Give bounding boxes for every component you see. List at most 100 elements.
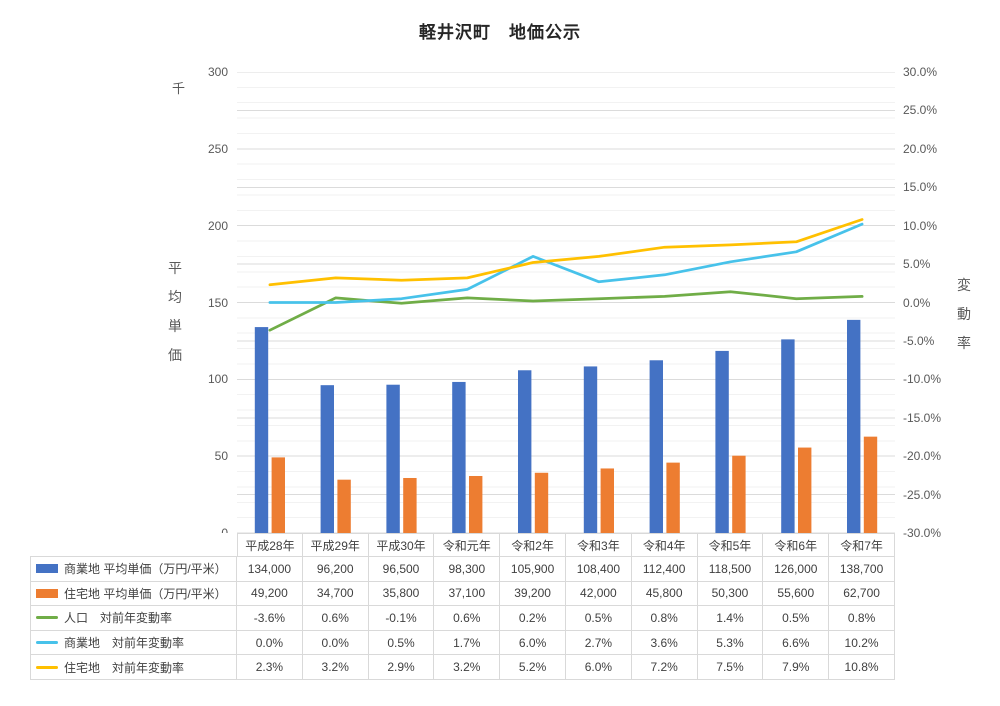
table-year-header: 令和4年 xyxy=(631,533,698,557)
table-series-label: 住宅地 対前年変動率 xyxy=(30,655,237,680)
right-axis-tick: -25.0% xyxy=(903,487,942,502)
table-value-cell: 0.2% xyxy=(500,606,566,631)
table-year-header: 平成28年 xyxy=(237,533,303,557)
legend-swatch-residential_price xyxy=(36,588,58,598)
bar-residential_price xyxy=(271,457,285,533)
table-series-label: 商業地 平均単価（万円/平米） xyxy=(30,557,237,582)
bar-residential_price xyxy=(534,472,549,533)
bar-commercial_price xyxy=(518,370,532,533)
bar-residential_price xyxy=(863,436,878,533)
chart-title: 軽井沢町 地価公示 xyxy=(419,23,581,42)
right-axis-tick: 15.0% xyxy=(903,180,938,195)
legend-swatch-residential_change xyxy=(36,665,58,669)
series-name: 住宅地 平均単価（万円/平米） xyxy=(64,586,227,601)
table-value-cell: 50,300 xyxy=(697,581,764,607)
series-name: 商業地 平均単価（万円/平米） xyxy=(64,562,227,577)
series-name: 商業地 対前年変動率 xyxy=(64,636,185,651)
table-value-cell: 138,700 xyxy=(829,557,895,582)
bar-residential_price xyxy=(600,468,614,533)
table-value-cell: 6.0% xyxy=(565,655,632,680)
table-value-cell: 5.2% xyxy=(500,655,566,680)
bar-commercial_price xyxy=(583,366,598,533)
right-axis-title: 変動率 xyxy=(957,277,971,351)
table-value-cell: 1.4% xyxy=(697,606,764,631)
legend-swatch-commercial_price xyxy=(36,564,58,574)
table-value-cell: 96,200 xyxy=(302,557,369,582)
right-axis-tick: 20.0% xyxy=(903,141,938,156)
right-axis-tick: -5.0% xyxy=(903,333,935,348)
bar-residential_price xyxy=(469,475,483,533)
left-axis-tick: 250 xyxy=(207,141,228,156)
bar-residential_price xyxy=(403,477,417,533)
table-value-cell: 112,400 xyxy=(631,557,698,582)
table-value-cell: 105,900 xyxy=(500,557,566,582)
table-value-cell: 6.6% xyxy=(763,630,830,656)
table-value-cell: 42,000 xyxy=(565,581,632,607)
series-name: 住宅地 対前年変動率 xyxy=(64,660,185,675)
bar-commercial_price xyxy=(320,385,334,533)
bar-residential_price xyxy=(732,455,746,533)
table-value-cell: 0.0% xyxy=(237,630,303,656)
table-value-cell: 6.0% xyxy=(500,630,566,656)
legend-swatch-population_change xyxy=(36,616,58,620)
line-population_change xyxy=(268,290,864,332)
plot-svg xyxy=(237,72,895,533)
right-axis-tick: 10.0% xyxy=(903,218,938,233)
right-axis-tick: -15.0% xyxy=(903,410,942,425)
table-value-cell: 5.3% xyxy=(697,630,764,656)
table-value-cell: -0.1% xyxy=(368,606,435,631)
table-value-cell: 0.5% xyxy=(763,606,830,631)
data-table-with-legend: 平成28年 平成29年 平成30年 令和元年 令和2年 令和3年 令和4年 令和5年 令和6年令… xyxy=(30,533,895,680)
bar-commercial_price xyxy=(649,360,663,533)
right-axis-tick: 25.0% xyxy=(903,103,938,118)
bar-residential_price xyxy=(666,462,680,533)
right-axis-tick: 30.0% xyxy=(903,65,938,79)
table-value-cell: 62,700 xyxy=(829,581,895,607)
right-axis-tick: -20.0% xyxy=(903,449,942,464)
table-value-cell: 0.8% xyxy=(829,606,895,631)
left-axis-tick: 300 xyxy=(207,65,228,79)
table-value-cell: 118,500 xyxy=(697,557,764,582)
table-series-label: 商業地 対前年変動率 xyxy=(30,630,237,656)
right-axis-tick: -10.0% xyxy=(903,372,942,387)
bar-commercial_price xyxy=(386,384,400,533)
table-year-header: 令和7年 xyxy=(829,533,895,557)
table-value-cell: 0.6% xyxy=(434,606,501,631)
bar-residential_price xyxy=(337,479,351,533)
table-series-label: 住宅地 平均単価（万円/平米） xyxy=(30,581,237,607)
left-axis-unit-label: 千 xyxy=(172,81,186,96)
right-axis-tick: 5.0% xyxy=(903,257,931,272)
bar-commercial_price xyxy=(715,350,729,533)
table-value-cell: 98,300 xyxy=(434,557,501,582)
right-axis-tick: 0.0% xyxy=(903,295,931,310)
table-value-cell: 35,800 xyxy=(368,581,435,607)
plot-area xyxy=(237,72,895,533)
table-value-cell: 1.7% xyxy=(434,630,501,656)
line-commercial_change xyxy=(268,222,864,304)
table-corner-cell xyxy=(30,533,237,557)
table-value-cell: 10.8% xyxy=(829,655,895,680)
table-value-cell: 3.6% xyxy=(631,630,698,656)
table-value-cell: 2.7% xyxy=(565,630,632,656)
left-axis-tick: 200 xyxy=(207,218,228,233)
table-value-cell: -3.6% xyxy=(237,606,303,631)
table-value-cell: 0.5% xyxy=(368,630,435,656)
table-series-label: 人口 対前年変動率 xyxy=(30,606,237,631)
bar-residential_price xyxy=(798,447,812,533)
table-value-cell: 126,000 xyxy=(763,557,830,582)
table-year-header: 令和6年 xyxy=(763,533,830,557)
table-value-cell: 37,100 xyxy=(434,581,501,607)
table-value-cell: 7.5% xyxy=(697,655,764,680)
left-axis-tick: 50 xyxy=(214,449,228,464)
line-residential_change xyxy=(268,218,864,287)
bar-commercial_price xyxy=(254,327,269,533)
series-name: 人口 対前年変動率 xyxy=(64,611,173,626)
table-value-cell: 45,800 xyxy=(631,581,698,607)
table-value-cell: 0.0% xyxy=(302,630,369,656)
table-value-cell: 134,000 xyxy=(237,557,303,582)
table-value-cell: 39,200 xyxy=(500,581,566,607)
table-value-cell: 7.9% xyxy=(763,655,830,680)
right-axis-tick: -30.0% xyxy=(903,526,942,540)
table-value-cell: 10.2% xyxy=(829,630,895,656)
